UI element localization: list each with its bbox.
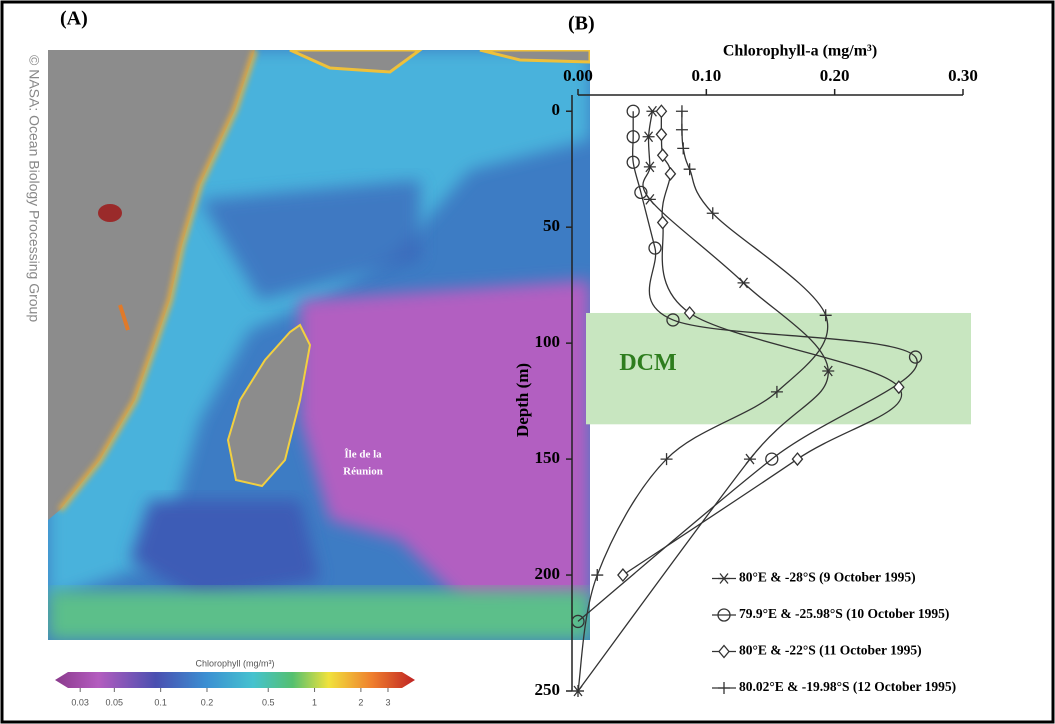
marker	[765, 452, 779, 466]
marker	[683, 163, 696, 176]
dcm-band	[586, 312, 971, 425]
legend-marker	[718, 573, 730, 584]
marker	[634, 185, 648, 200]
legend-label: 80°E & -22°S (11 October 1995)	[739, 643, 922, 658]
y-axis-title: Depth (m)	[513, 363, 532, 437]
x-tick-label: 0.00	[563, 66, 593, 85]
arabia	[289, 50, 423, 74]
y-tick-label: 0	[552, 100, 561, 119]
marker	[626, 130, 640, 144]
legend-marker	[718, 682, 730, 694]
marker	[626, 155, 640, 169]
marker	[660, 453, 673, 466]
colorbar-tick-label: 0.2	[201, 697, 214, 707]
coast	[58, 50, 258, 512]
marker	[591, 569, 604, 582]
series-line	[577, 111, 918, 622]
deep-blue	[130, 500, 320, 600]
marker	[626, 104, 640, 118]
series-line	[577, 111, 829, 692]
legend-label: 80.02°E & -19.98°S (12 October 1995)	[739, 679, 956, 694]
lake	[118, 304, 130, 331]
place-label: Île de la	[344, 449, 382, 461]
marker	[675, 105, 688, 118]
map: Île de la Réunion	[48, 50, 590, 640]
colorbar-tick-label: 0.1	[154, 697, 167, 707]
marker	[655, 127, 668, 142]
marker	[770, 385, 783, 398]
x-tick-label: 0.10	[691, 66, 721, 85]
x-tick-label: 0.30	[948, 66, 978, 85]
marker	[822, 365, 835, 377]
marker	[642, 131, 655, 143]
marker	[666, 313, 680, 327]
colorbar-title: Chlorophyll (mg/m³)	[195, 658, 274, 668]
colorbar-tick-label: 3	[385, 697, 390, 707]
colorbar-tick-label: 1	[312, 697, 317, 707]
legend-marker	[717, 608, 731, 622]
marker	[706, 207, 719, 220]
deep-blue	[200, 180, 420, 300]
legend-marker	[718, 644, 730, 659]
credit: © NASA: Ocean Biology Processing Group	[26, 55, 42, 322]
band-label: DCM	[619, 350, 676, 376]
marker	[791, 452, 804, 467]
marker	[743, 453, 756, 465]
legend-label: 79.9°E & -25.98°S (10 October 1995)	[739, 606, 949, 621]
marker	[648, 241, 662, 255]
madagascar	[226, 323, 312, 488]
marker	[908, 350, 923, 364]
colorbar-tick-label: 0.03	[71, 697, 89, 707]
place-label: Réunion	[343, 466, 383, 478]
colorbar-tick-label: 0.05	[106, 697, 124, 707]
marker	[675, 123, 688, 136]
colorbar	[55, 672, 415, 688]
marker	[819, 309, 832, 322]
africa	[48, 50, 255, 520]
marker	[656, 215, 669, 230]
y-tick-label: 250	[535, 680, 561, 699]
colorbar-tick-label: 0.5	[262, 697, 275, 707]
y-tick-label: 150	[535, 448, 561, 467]
y-tick-label: 200	[535, 564, 561, 583]
panel-label: (A)	[60, 8, 88, 30]
marker	[643, 161, 656, 173]
marker	[677, 142, 690, 155]
colorbar-tick-label: 2	[358, 697, 363, 707]
southern-band	[48, 590, 590, 640]
marker	[737, 277, 750, 289]
marker	[617, 568, 629, 583]
marker	[572, 685, 584, 697]
legend-label: 80°E & -28°S (9 October 1995)	[739, 570, 916, 585]
x-tick-label: 0.20	[820, 66, 850, 85]
marker	[892, 380, 905, 395]
y-tick-label: 50	[543, 216, 560, 235]
x-axis-title: Chlorophyll-a (mg/m³)	[723, 43, 877, 60]
marker	[571, 614, 585, 629]
marker	[656, 148, 669, 163]
marker	[683, 305, 696, 321]
marker	[643, 193, 656, 205]
y-tick-label: 100	[535, 332, 561, 351]
low-chlorophyll	[300, 280, 590, 610]
panel-label: (B)	[568, 13, 595, 35]
marker	[655, 104, 668, 119]
marker	[664, 166, 677, 181]
coast-north	[479, 50, 590, 64]
lake	[98, 204, 122, 222]
